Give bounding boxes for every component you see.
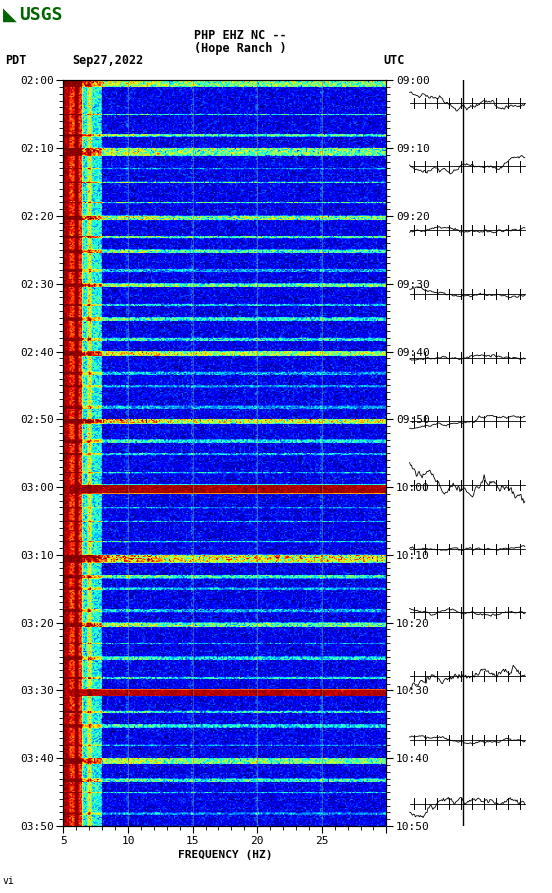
Text: Sep27,2022: Sep27,2022	[72, 54, 143, 67]
Text: UTC: UTC	[384, 54, 405, 67]
Text: vi: vi	[3, 876, 14, 886]
Text: PHP EHZ NC --: PHP EHZ NC --	[194, 29, 286, 42]
Text: ◣: ◣	[3, 6, 17, 24]
X-axis label: FREQUENCY (HZ): FREQUENCY (HZ)	[178, 850, 272, 860]
Text: PDT: PDT	[6, 54, 27, 67]
Text: (Hope Ranch ): (Hope Ranch )	[194, 42, 286, 55]
Text: USGS: USGS	[19, 6, 63, 24]
